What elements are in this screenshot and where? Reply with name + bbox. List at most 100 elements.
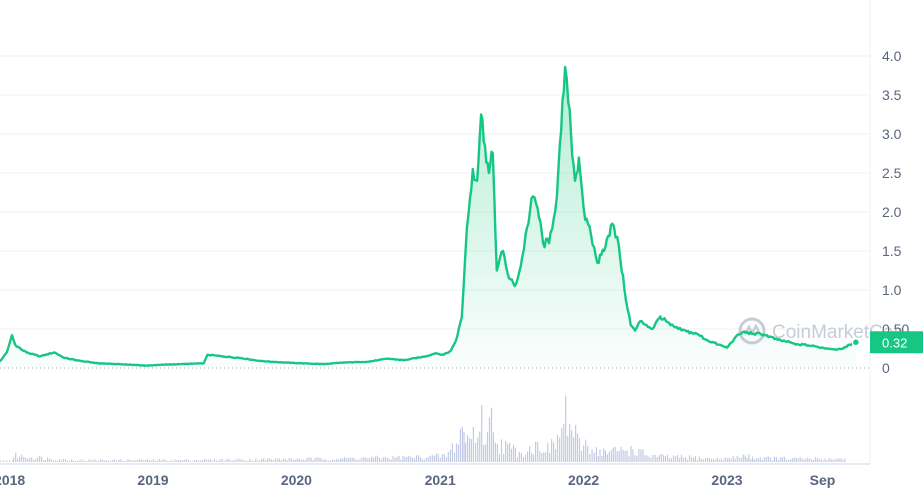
volume-bar bbox=[345, 458, 347, 462]
volume-bar bbox=[666, 454, 669, 462]
price-area bbox=[0, 66, 856, 368]
volume-bar bbox=[559, 437, 561, 462]
price-line bbox=[0, 65, 857, 367]
volume-bar bbox=[304, 460, 306, 462]
volume-bar bbox=[779, 457, 781, 462]
volume-bar bbox=[738, 457, 740, 462]
volume-bar bbox=[818, 459, 820, 462]
volume-bar bbox=[25, 457, 27, 462]
volume-bar bbox=[121, 460, 123, 462]
current-price-label: 0.32 bbox=[882, 335, 907, 350]
volume-bar bbox=[314, 458, 316, 462]
volume-bar bbox=[520, 453, 522, 462]
volume-bar bbox=[334, 460, 336, 462]
volume-bar bbox=[822, 460, 824, 462]
volume-bar bbox=[531, 453, 533, 462]
volume-bar bbox=[388, 458, 390, 462]
volume-bar bbox=[503, 453, 505, 462]
volume-bar bbox=[15, 452, 17, 462]
volume-bar bbox=[347, 458, 349, 462]
volume-bar bbox=[840, 458, 842, 462]
volume-bar bbox=[272, 460, 275, 462]
volume-bar bbox=[638, 449, 640, 462]
volume-bar bbox=[27, 458, 29, 462]
volume-bar bbox=[80, 459, 82, 462]
volume-bar bbox=[410, 456, 412, 462]
volume-bar bbox=[378, 458, 381, 462]
volume-bar bbox=[292, 459, 294, 462]
volume-bar bbox=[486, 431, 489, 462]
volume-bar bbox=[141, 459, 143, 462]
volume-bar bbox=[127, 459, 129, 462]
volume-bar bbox=[88, 459, 90, 462]
volume-bar bbox=[620, 447, 622, 462]
volume-bar bbox=[690, 457, 693, 462]
volume-bar bbox=[425, 458, 427, 462]
y-tick-label: 3.0 bbox=[882, 126, 902, 142]
volume-bar bbox=[369, 458, 371, 462]
volume-bar bbox=[76, 460, 78, 462]
price-area-fill bbox=[0, 66, 856, 368]
volume-bar bbox=[271, 459, 273, 462]
volume-bar bbox=[276, 458, 279, 462]
volume-bar bbox=[509, 442, 511, 462]
volume-bar bbox=[247, 460, 249, 462]
x-tick-label: 2018 bbox=[0, 472, 25, 488]
volume-bar bbox=[525, 454, 527, 462]
volume-bar bbox=[730, 458, 732, 462]
volume-bar bbox=[433, 455, 435, 462]
volume-bar bbox=[710, 459, 712, 462]
volume-bar bbox=[412, 457, 414, 462]
volume-bar bbox=[324, 459, 326, 462]
volume-bar bbox=[510, 448, 513, 462]
x-tick-label: 2019 bbox=[137, 472, 168, 488]
volume-bar bbox=[284, 458, 286, 462]
volume-bar bbox=[759, 457, 761, 462]
volume-bar bbox=[223, 460, 225, 462]
volume-bar bbox=[791, 458, 793, 462]
volume-bar bbox=[184, 459, 186, 462]
volume-bar bbox=[255, 458, 257, 462]
volume-bar bbox=[188, 460, 190, 462]
volume-bar bbox=[263, 458, 265, 462]
volume-bar bbox=[753, 459, 755, 462]
volume-bar bbox=[158, 459, 160, 462]
volume-bar bbox=[704, 458, 706, 462]
volume-bar bbox=[194, 459, 196, 462]
volume-bar bbox=[763, 457, 765, 462]
volume-bar bbox=[449, 449, 451, 462]
volume-bar bbox=[498, 453, 500, 462]
volume-bar bbox=[0, 460, 2, 462]
volume-bar bbox=[53, 460, 55, 462]
volume-bar bbox=[394, 457, 396, 462]
volume-bar bbox=[646, 455, 648, 462]
volume-bar bbox=[72, 460, 74, 462]
volume-bar bbox=[178, 460, 180, 462]
volume-bar bbox=[494, 442, 496, 462]
volume-bar bbox=[618, 451, 620, 462]
volume-bar bbox=[769, 457, 771, 462]
volume-bar bbox=[516, 457, 518, 462]
volume-bar bbox=[318, 457, 320, 462]
volume-bar bbox=[13, 457, 15, 462]
volume-bar bbox=[755, 458, 757, 462]
volume-bar bbox=[176, 460, 178, 462]
volume-bar bbox=[355, 459, 357, 462]
volume-bar bbox=[417, 455, 420, 462]
volume-bar bbox=[51, 459, 53, 462]
volume-bar bbox=[682, 457, 685, 462]
volume-bar bbox=[537, 441, 539, 462]
volume-bar bbox=[129, 459, 131, 462]
volume-bar bbox=[172, 460, 174, 462]
volume-bar bbox=[235, 459, 237, 462]
volume-bar bbox=[294, 459, 296, 462]
volume-bar bbox=[115, 460, 117, 462]
volume-bar bbox=[551, 439, 553, 462]
volume-bar bbox=[62, 459, 65, 462]
x-tick-label: Sep bbox=[810, 472, 836, 488]
volume-bar bbox=[587, 445, 589, 462]
volume-bar bbox=[684, 457, 687, 462]
volume-bar bbox=[55, 460, 57, 462]
volume-bar bbox=[539, 451, 541, 462]
